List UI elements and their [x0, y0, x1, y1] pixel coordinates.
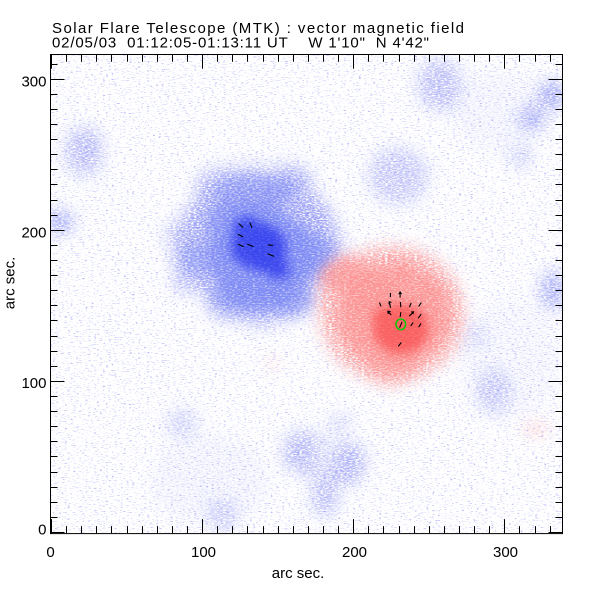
svg-text:100: 100: [21, 375, 46, 392]
svg-text:arc sec.: arc sec.: [272, 565, 325, 582]
svg-text:300: 300: [21, 74, 46, 91]
svg-text:02/05/03 01:12:05-01:13:11 UT: 02/05/03 01:12:05-01:13:11 UT W 1'10" N …: [52, 35, 429, 52]
svg-text:200: 200: [342, 544, 367, 561]
svg-text:200: 200: [21, 224, 46, 241]
svg-text:0: 0: [46, 544, 54, 561]
svg-text:0: 0: [38, 521, 46, 538]
svg-text:300: 300: [493, 544, 518, 561]
svg-text:arc sec.: arc sec.: [2, 257, 19, 310]
svg-text:100: 100: [191, 544, 216, 561]
